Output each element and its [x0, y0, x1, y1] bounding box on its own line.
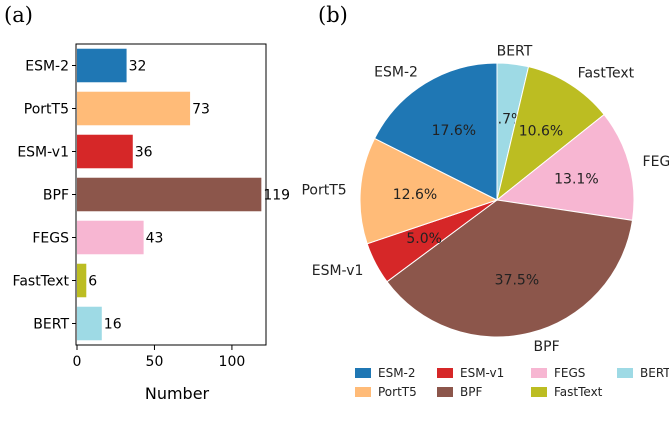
x-tick-label: 0 [73, 354, 82, 370]
pie-pct-label: 10.6% [519, 124, 563, 140]
legend-swatch-esm-2 [355, 368, 371, 378]
legend-label: ESM-v1 [460, 366, 504, 380]
y-tick-label: BERT [33, 317, 69, 333]
bar-value-label: 73 [192, 102, 210, 118]
pie-pct-label: 17.6% [432, 123, 476, 139]
y-tick-label: BPF [43, 188, 69, 204]
legend-swatch-fasttext [531, 387, 547, 397]
pie-slice-portt5 [359, 137, 499, 245]
bar-esm-v1 [77, 134, 133, 169]
pie-pct-label: 12.6% [393, 187, 437, 203]
legend-label: FEGS [554, 366, 585, 380]
bar-value-label: 16 [104, 317, 122, 333]
bar-chart: 32 ESM-2 73 PortT5 36 ESM-v1 119 BPF 43 FEGS 6 Fast… [13, 43, 290, 403]
legend-label: BPF [460, 385, 482, 399]
panel-b-label: (b) [318, 3, 348, 27]
y-tick-label: FastText [13, 274, 70, 290]
bar-value-label: 32 [129, 59, 147, 75]
bar-portt5 [77, 91, 191, 126]
legend-swatch-portt5 [355, 387, 371, 397]
legend-label: FastText [554, 385, 603, 399]
pie-slice-label: ESM-v1 [312, 263, 364, 279]
bar-bpf [77, 177, 262, 212]
pie-slice-fegs [495, 113, 635, 221]
pie-slice-label: FEGS [643, 154, 669, 170]
x-tick-label: 50 [146, 354, 164, 370]
pie-slice-label: BPF [534, 339, 560, 355]
y-tick-label: ESM-v1 [17, 145, 69, 161]
panel-a-label: (a) [4, 3, 33, 27]
pie-slice-label: BERT [497, 43, 533, 59]
legend-swatch-bpf [437, 387, 453, 397]
legend-swatch-bert [617, 368, 633, 378]
pie-slice-esm-2 [373, 62, 498, 201]
pie-pct-label: 37.5% [495, 273, 539, 289]
x-tick-label: 100 [219, 354, 246, 370]
legend-swatch-esm-v1 [437, 368, 453, 378]
y-tick-label: PortT5 [24, 102, 69, 118]
legend-label: BERT [640, 366, 669, 380]
pie-pct-label: 13.1% [554, 172, 598, 188]
bar-value-label: 6 [88, 274, 97, 290]
pie-pct-label: 5.0% [406, 231, 442, 247]
legend-swatch-fegs [531, 368, 547, 378]
bar-value-label: 36 [135, 145, 153, 161]
x-axis-label: Number [145, 384, 210, 403]
pie-slice-label: PortT5 [301, 182, 346, 198]
legend-label: ESM-2 [378, 366, 416, 380]
bar-bert [77, 306, 102, 341]
bar-fasttext [77, 263, 87, 298]
legend-label: PortT5 [378, 385, 417, 399]
pie-slice-bpf [386, 199, 634, 338]
bar-fegs [77, 220, 144, 255]
pie-slice-label: FastText [578, 66, 635, 82]
bar-esm-2 [77, 48, 127, 83]
pie-slice-label: ESM-2 [374, 65, 418, 81]
pie-chart: 3.7%BERT10.6%FastText13.1%FEGS37.5%BPF5.… [301, 43, 669, 355]
y-tick-label: FEGS [32, 231, 69, 247]
y-tick-label: ESM-2 [25, 59, 69, 75]
bar-value-label: 119 [263, 188, 290, 204]
pie-slice-fasttext [496, 66, 605, 202]
pie-legend: ESM-2 ESM-v1 FEGS BERT PortT5 BPF FastText [355, 366, 669, 399]
bar-value-label: 43 [146, 231, 164, 247]
